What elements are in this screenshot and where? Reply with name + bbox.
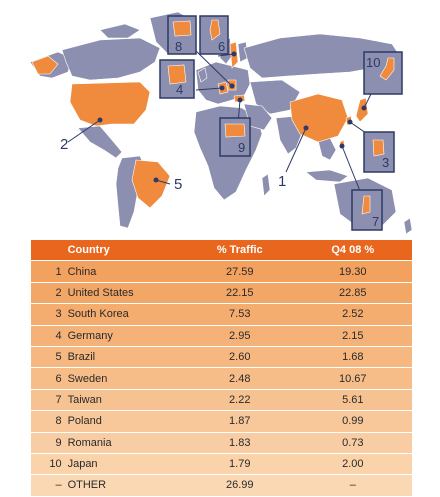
- cell-country: OTHER: [67, 474, 186, 497]
- cell-country: Brazil: [67, 346, 186, 369]
- cell-country: Germany: [67, 325, 186, 347]
- table-row: 3 South Korea 7.53 2.52: [31, 303, 412, 326]
- callout-labels: 2 5 1 8 6 4 9 10 3 7: [60, 39, 389, 229]
- cell-country: Poland: [67, 410, 186, 433]
- callout-label: 1: [278, 173, 286, 190]
- landmass-mexico: [77, 125, 123, 159]
- callout-label: 2: [60, 136, 68, 153]
- inset-romania: [219, 117, 251, 157]
- table-header-row: Country % Traffic Q4 08 %: [31, 240, 412, 262]
- header-rank: [31, 240, 68, 262]
- traffic-table: Country % Traffic Q4 08 % 1 China 27.59 19.…: [31, 240, 412, 497]
- header-country: Country: [67, 240, 186, 262]
- cell-q4: 2.52: [293, 303, 412, 326]
- world-map: 2 5 1 8 6 4 9 10 3 7: [29, 11, 413, 235]
- cell-rank: –: [31, 474, 68, 497]
- cell-traffic: 1.79: [185, 453, 294, 476]
- callout-label: 10: [366, 55, 380, 70]
- callout-label: 6: [218, 39, 225, 54]
- table-row: 1 China 27.59 19.30: [31, 260, 412, 283]
- cell-q4: 19.30: [293, 260, 412, 283]
- table-body: 1 China 27.59 19.30 2 United States 22.15 22.85…: [31, 260, 412, 497]
- cell-q4: 2.00: [293, 453, 412, 476]
- cell-traffic: 2.60: [185, 346, 294, 369]
- cell-q4: 2.15: [293, 325, 412, 347]
- cell-rank: 1: [31, 260, 68, 283]
- cell-q4: 5.61: [293, 389, 412, 412]
- inset-boxes: [159, 15, 403, 231]
- cell-q4: 22.85: [293, 282, 412, 305]
- cell-traffic: 27.59: [185, 260, 294, 283]
- country-usa: [69, 81, 151, 127]
- cell-rank: 6: [31, 367, 68, 390]
- cell-traffic: 22.15: [185, 282, 294, 305]
- header-traffic: % Traffic: [185, 240, 294, 262]
- cell-q4: –: [293, 474, 412, 497]
- landmass-indonesia: [305, 169, 349, 183]
- landmass-madagascar: [261, 173, 271, 197]
- cell-rank: 10: [31, 453, 68, 476]
- header-q4: Q4 08 %: [293, 240, 412, 262]
- inset-south-korea: [363, 131, 395, 173]
- table-row: 9 Romania 1.83 0.73: [31, 432, 412, 454]
- cell-rank: 5: [31, 346, 68, 369]
- country-usa-alaska: [31, 55, 59, 75]
- cell-rank: 8: [31, 410, 68, 433]
- landmass-canada-islands: [99, 23, 141, 39]
- callout-label: 3: [382, 155, 389, 170]
- callout-label: 5: [174, 176, 182, 193]
- inset-japan: [363, 51, 403, 95]
- landmass-canada: [61, 37, 161, 81]
- table-row: 2 United States 22.15 22.85: [31, 282, 412, 305]
- cell-country: Taiwan: [67, 389, 186, 412]
- inset-poland: [167, 15, 197, 55]
- cell-country: United States: [67, 282, 186, 305]
- cell-country: Sweden: [67, 367, 186, 390]
- cell-country: China: [67, 260, 186, 283]
- table-row: 4 Germany 2.95 2.15: [31, 325, 412, 347]
- cell-q4: 0.73: [293, 432, 412, 454]
- landmass-new-zealand: [403, 217, 413, 235]
- table-row: 7 Taiwan 2.22 5.61: [31, 389, 412, 412]
- landmass-central-asia: [249, 79, 301, 115]
- cell-rank: 4: [31, 325, 68, 347]
- cell-traffic: 1.87: [185, 410, 294, 433]
- callout-label: 9: [238, 140, 245, 155]
- cell-rank: 2: [31, 282, 68, 305]
- cell-q4: 0.99: [293, 410, 412, 433]
- cell-country: South Korea: [67, 303, 186, 326]
- cell-traffic: 2.22: [185, 389, 294, 412]
- inset-germany: [159, 59, 195, 99]
- cell-traffic: 2.95: [185, 325, 294, 347]
- cell-country: Romania: [67, 432, 186, 454]
- callout-label: 7: [372, 214, 379, 229]
- table-row: 10 Japan 1.79 2.00: [31, 453, 412, 476]
- table-row: 5 Brazil 2.60 1.68: [31, 346, 412, 369]
- cell-traffic: 1.83: [185, 432, 294, 454]
- table-row: 6 Sweden 2.48 10.67: [31, 367, 412, 390]
- table-row: – OTHER 26.99–: [31, 474, 412, 497]
- cell-traffic: 2.48: [185, 367, 294, 390]
- table-row: 8 Poland 1.87 0.99: [31, 410, 412, 433]
- cell-country: Japan: [67, 453, 186, 476]
- inset-taiwan: [351, 189, 383, 231]
- country-brazil: [131, 159, 171, 209]
- cell-rank: 9: [31, 432, 68, 454]
- cell-q4: 1.68: [293, 346, 412, 369]
- country-japan: [355, 97, 369, 123]
- inset-sweden: [199, 15, 229, 55]
- cell-traffic: 26.99: [185, 474, 294, 497]
- callout-label: 4: [176, 82, 183, 97]
- landmass-uk: [197, 67, 208, 83]
- cell-traffic: 7.53: [185, 303, 294, 326]
- cell-rank: 7: [31, 389, 68, 412]
- callout-label: 8: [175, 39, 182, 54]
- cell-rank: 3: [31, 303, 68, 326]
- cell-q4: 10.67: [293, 367, 412, 390]
